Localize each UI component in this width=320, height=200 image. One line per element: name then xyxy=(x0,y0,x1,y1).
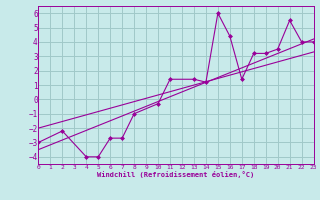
X-axis label: Windchill (Refroidissement éolien,°C): Windchill (Refroidissement éolien,°C) xyxy=(97,171,255,178)
